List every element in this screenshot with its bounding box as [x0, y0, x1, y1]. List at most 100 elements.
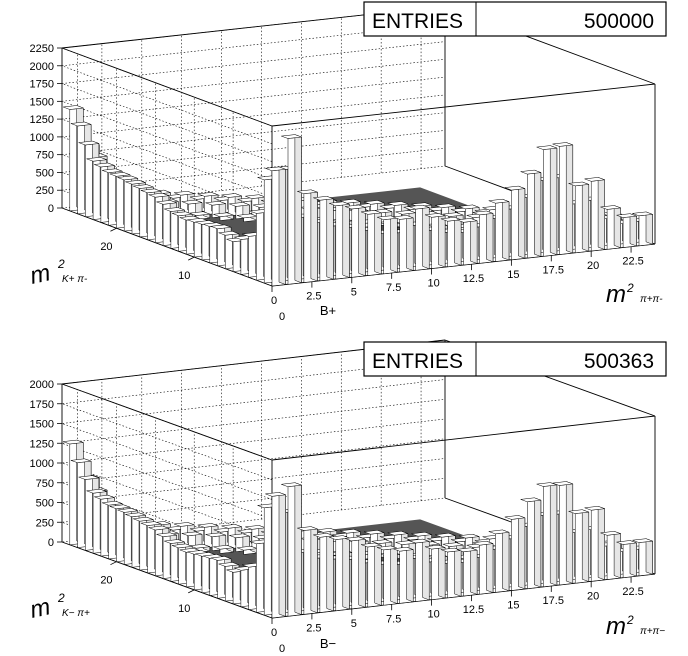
histogram-bars — [63, 105, 653, 287]
bar-top-face — [520, 169, 541, 175]
bar-top-face — [218, 231, 239, 236]
bar-top-face — [229, 202, 250, 207]
y-tick-label: 20 — [100, 241, 112, 253]
x-tick-label: 10 — [427, 609, 439, 621]
bar-top-face — [109, 172, 131, 177]
bar-top-face — [94, 494, 115, 500]
bar-top-face — [345, 536, 366, 542]
x-tick-label: 2.5 — [306, 622, 321, 634]
bar-top-face — [172, 211, 193, 217]
bar-side-face — [406, 546, 414, 603]
bar-top-face — [440, 217, 462, 222]
bar-side-face — [629, 540, 637, 577]
bar-top-face — [435, 532, 456, 538]
bar-top-face — [148, 525, 169, 531]
bar-top-face — [125, 180, 146, 185]
lego-bar — [520, 497, 542, 589]
lego-bar — [456, 547, 478, 597]
bar-side-face — [438, 544, 446, 599]
bar-side-face — [454, 216, 462, 266]
lego-bar — [377, 215, 398, 275]
bar-side-face — [534, 497, 542, 588]
entries-stats-box: ENTRIES 500363 — [363, 341, 667, 377]
bar-top-face — [393, 546, 414, 552]
bar-top-face — [435, 203, 456, 208]
bar-top-face — [125, 512, 146, 518]
bar-top-face — [63, 105, 84, 110]
bar-top-face — [377, 545, 398, 551]
z-tick-label: 1750 — [30, 399, 54, 411]
bar-top-face — [172, 543, 193, 549]
bar-top-face — [174, 522, 195, 527]
bar-top-face — [363, 200, 385, 205]
z-tick-label: 1250 — [30, 438, 54, 450]
bar-side-face — [518, 515, 526, 590]
z-tick-label: 1000 — [30, 458, 54, 470]
bar-top-face — [86, 157, 107, 162]
y-axis-title: m 2 K+ π- — [28, 257, 88, 290]
histogram-bars — [63, 439, 653, 619]
x-tick-label: 22.5 — [622, 586, 643, 598]
grid-line-z — [61, 418, 446, 540]
bar-top-face — [164, 539, 185, 544]
frame-edge — [61, 207, 273, 287]
bar-side-face — [470, 547, 478, 595]
z-tick-label: 1500 — [30, 419, 54, 431]
lego-bar — [329, 201, 350, 280]
frame-edge — [61, 47, 273, 127]
bar-side-face — [645, 211, 653, 245]
bar-top-face — [229, 533, 250, 539]
lego-bar — [424, 544, 446, 600]
bar-top-face — [140, 188, 162, 194]
lego-plot-svg: 0 250 500 750 1000 1250 1500 1750 2000 0 2.5 5 7.5 1… — [28, 339, 667, 655]
bar-top-face — [70, 458, 92, 463]
grid-line-z — [61, 399, 446, 520]
bar-top-face — [210, 556, 232, 561]
z-tick-label: 1750 — [30, 79, 54, 91]
y-axis-title-base: m — [28, 593, 53, 624]
lego-bar — [281, 482, 302, 617]
bar-top-face — [632, 211, 653, 217]
bar-side-face — [310, 189, 318, 282]
lego-bar — [393, 215, 414, 273]
lego-plot-b-plus: 0 250 500 750 1000 1250 1500 1750 2000 2250 0 2.5 5… — [28, 1, 667, 323]
lego-bar — [213, 212, 234, 221]
lego-bar — [536, 145, 558, 257]
x-axis-title: m 2 π+π− — [606, 613, 665, 640]
bar-side-face — [390, 545, 398, 604]
bar-top-face — [221, 193, 242, 198]
bar-top-face — [616, 213, 637, 218]
lego-bar — [393, 546, 414, 604]
x-axis-title-sub: π+π− — [640, 626, 665, 637]
z-tick-label: 250 — [36, 185, 54, 197]
x-axis-ticks: 0 2.5 5 7.5 10 12.5 15 17.5 20 22.5 — [271, 246, 644, 307]
x-axis-title-sub: π+π- — [640, 294, 663, 305]
bar-top-face — [600, 531, 621, 536]
bar-top-face — [205, 201, 226, 206]
bar-top-face — [313, 196, 334, 201]
bar-side-face — [597, 505, 605, 581]
bar-top-face — [568, 181, 589, 187]
bar-top-face — [440, 547, 462, 553]
bar-top-face — [632, 538, 653, 543]
x-tick-label: 22.5 — [622, 256, 643, 268]
y-axis-title-sup: 2 — [57, 591, 65, 605]
bar-side-face — [390, 215, 398, 273]
y-tick — [188, 589, 195, 594]
frame-edge — [271, 83, 656, 127]
bar-top-face — [363, 530, 385, 535]
bar-top-face — [536, 145, 557, 150]
bar-side-face — [549, 145, 558, 256]
z-tick-label: 500 — [36, 498, 54, 510]
bar-side-face — [518, 185, 526, 259]
bar-side-face — [342, 201, 350, 278]
bar-top-face — [458, 533, 480, 539]
lego-bar — [313, 195, 334, 282]
stats-box-border — [363, 341, 667, 377]
bar-top-face — [205, 532, 226, 538]
bar-top-face — [78, 140, 99, 146]
bar-top-face — [156, 532, 177, 537]
bar-top-face — [281, 482, 302, 487]
bar-top-face — [117, 175, 138, 181]
